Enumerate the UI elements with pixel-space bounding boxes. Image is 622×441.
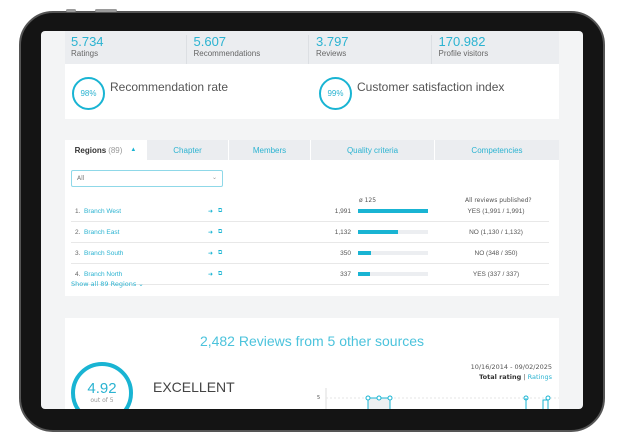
data-point bbox=[387, 395, 393, 401]
row-count: 1,991 bbox=[334, 208, 351, 215]
data-point bbox=[376, 395, 382, 401]
external-link-icon[interactable]: ⧉ bbox=[218, 271, 223, 277]
tab-competencies[interactable]: Competencies bbox=[471, 145, 523, 155]
published-status: NO (1,130 / 1,132) bbox=[469, 229, 523, 236]
chevron-down-icon: ⌄ bbox=[211, 174, 217, 181]
progress-fill bbox=[358, 230, 398, 234]
stat-reviews: 3.797 Reviews bbox=[309, 35, 432, 64]
rate-ring: 98% bbox=[72, 77, 105, 110]
avg-header: ø 125 bbox=[359, 197, 377, 204]
published-header: All reviews published? bbox=[465, 197, 532, 204]
region-link[interactable]: Branch East bbox=[84, 229, 120, 236]
published-status: YES (1,991 / 1,991) bbox=[467, 208, 525, 215]
progress-fill bbox=[358, 272, 370, 276]
table-row: 1. Branch West ➜ ⧉ 1,991 YES (1,991 / 1,9… bbox=[71, 201, 549, 222]
rate-ring: 99% bbox=[319, 77, 352, 110]
select-value: All bbox=[77, 175, 85, 182]
score-verdict: EXCELLENT bbox=[153, 379, 235, 395]
y-tick: 5 bbox=[317, 395, 321, 401]
score-scale: out of 5 bbox=[90, 397, 114, 404]
external-link-icon[interactable]: ⧉ bbox=[218, 208, 223, 214]
progress-fill bbox=[358, 251, 371, 255]
table-row: 2. Branch East ➜ ⧉ 1,132 NO (1,130 / 1,13… bbox=[71, 222, 549, 243]
progress-bar bbox=[358, 251, 428, 255]
rates-card: 98% Recommendation rate 99% Customer satis… bbox=[65, 64, 559, 119]
region-link[interactable]: Branch North bbox=[84, 271, 123, 278]
volume-button bbox=[66, 9, 76, 12]
chart-header: 10/16/2014 - 09/02/2025 Total rating | R… bbox=[471, 362, 552, 382]
stat-value: 170.982 bbox=[438, 34, 486, 49]
row-rank: 2. bbox=[75, 229, 81, 236]
login-icon[interactable]: ➜ bbox=[208, 251, 214, 257]
tab-bar: Regions (89) ▲ Chapter Members Quality cri… bbox=[65, 140, 559, 160]
region-link[interactable]: Branch South bbox=[84, 250, 124, 257]
ratings-toggle[interactable]: Ratings bbox=[527, 373, 552, 381]
satisfaction-index: 99% Customer satisfaction index bbox=[312, 64, 559, 119]
rating-chart bbox=[325, 388, 559, 409]
login-icon[interactable]: ➜ bbox=[208, 230, 214, 236]
caret-up-icon: ▲ bbox=[130, 147, 137, 153]
row-rank: 3. bbox=[75, 250, 81, 257]
stat-label: Recommendations bbox=[193, 49, 261, 58]
progress-fill bbox=[358, 209, 428, 213]
progress-bar bbox=[358, 272, 428, 276]
tab-label: Regions bbox=[74, 145, 107, 155]
stat-value: 3.797 bbox=[316, 34, 349, 49]
stat-label: Reviews bbox=[316, 49, 347, 58]
rate-label: Recommendation rate bbox=[110, 80, 229, 94]
row-count: 350 bbox=[340, 250, 351, 257]
stat-profile-visitors: 170.982 Profile visitors bbox=[432, 35, 554, 64]
region-filter-select[interactable]: All ⌄ bbox=[71, 170, 223, 187]
row-rank: 1. bbox=[75, 208, 81, 215]
chart-line bbox=[525, 398, 549, 409]
external-link-icon[interactable]: ⧉ bbox=[218, 229, 223, 235]
stats-bar: 5.734 Ratings 5.607 Recommendations 3.797 R… bbox=[65, 31, 559, 64]
login-icon[interactable]: ➜ bbox=[208, 272, 214, 278]
table-row: 3. Branch South ➜ ⧉ 350 NO (348 / 350) bbox=[71, 243, 549, 264]
tab-chapter[interactable]: Chapter bbox=[147, 140, 229, 160]
stat-label: Profile visitors bbox=[438, 49, 489, 58]
stat-ratings: 5.734 Ratings bbox=[71, 35, 187, 64]
tab-count: (89) bbox=[108, 145, 123, 155]
row-count: 337 bbox=[340, 271, 351, 278]
stat-recommendations: 5.607 Recommendations bbox=[187, 34, 309, 64]
score-ring: 4.92 out of 5 bbox=[71, 362, 133, 409]
stat-value: 5.607 bbox=[193, 34, 227, 49]
show-all-link[interactable]: Show all 89 Regions ⌄ bbox=[71, 280, 144, 288]
total-rating-toggle[interactable]: Total rating bbox=[479, 373, 522, 381]
row-count: 1,132 bbox=[334, 229, 351, 236]
stat-label: Ratings bbox=[71, 49, 99, 58]
stat-value: 5.734 bbox=[71, 34, 104, 49]
reviews-title: 2,482 Reviews from 5 other sources bbox=[199, 333, 425, 349]
rate-label: Customer satisfaction index bbox=[357, 80, 505, 94]
recommendation-rate: 98% Recommendation rate bbox=[65, 64, 312, 119]
date-range: 10/16/2014 - 09/02/2025 bbox=[470, 363, 552, 371]
tab-members[interactable]: Members bbox=[229, 140, 311, 160]
tab-regions[interactable]: Regions (89) ▲ bbox=[65, 140, 147, 160]
published-status: YES (337 / 337) bbox=[472, 271, 520, 278]
row-rank: 4. bbox=[75, 271, 81, 278]
progress-bar bbox=[358, 230, 428, 234]
published-status: NO (348 / 350) bbox=[474, 250, 518, 257]
screen: 5.734 Ratings 5.607 Recommendations 3.797 R… bbox=[41, 31, 583, 409]
regions-card: Regions (89) ▲ Chapter Members Quality cri… bbox=[65, 140, 559, 296]
data-point bbox=[545, 395, 551, 401]
score-value: 4.92 bbox=[87, 380, 117, 397]
chart-points bbox=[365, 395, 551, 401]
external-link-icon[interactable]: ⧉ bbox=[218, 250, 223, 256]
reviews-card: 2,482 Reviews from 5 other sources 4.92 o… bbox=[65, 318, 559, 409]
separator: | bbox=[523, 373, 526, 381]
power-button bbox=[95, 9, 117, 12]
table-row: 4. Branch North ➜ ⧉ 337 YES (337 / 337) bbox=[71, 264, 549, 285]
data-point bbox=[365, 395, 371, 401]
progress-bar bbox=[358, 209, 428, 213]
login-icon[interactable]: ➜ bbox=[208, 209, 214, 215]
region-link[interactable]: Branch West bbox=[84, 208, 122, 215]
tab-quality-criteria[interactable]: Quality criteria bbox=[311, 140, 435, 160]
